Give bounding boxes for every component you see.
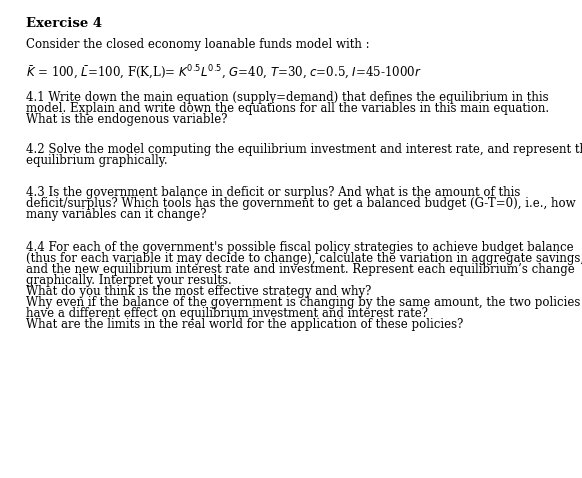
Text: and the new equilibrium interest rate and investment. Represent each equilibrium: and the new equilibrium interest rate an… (26, 263, 575, 276)
Text: have a different effect on equilibrium investment and interest rate?: have a different effect on equilibrium i… (26, 307, 428, 320)
Text: 4.3 Is the government balance in deficit or surplus? And what is the amount of t: 4.3 Is the government balance in deficit… (26, 186, 520, 199)
Text: Consider the closed economy loanable funds model with :: Consider the closed economy loanable fun… (26, 38, 370, 51)
Text: model. Explain and write down the equations for all the variables in this main e: model. Explain and write down the equati… (26, 102, 549, 115)
Text: 4.1 Write down the main equation (supply=demand) that defines the equilibrium in: 4.1 Write down the main equation (supply… (26, 91, 549, 104)
Text: What are the limits in the real world for the application of these policies?: What are the limits in the real world fo… (26, 318, 464, 331)
Text: What do you think is the most effective strategy and why?: What do you think is the most effective … (26, 285, 371, 298)
Text: Why even if the balance of the government is changing by the same amount, the tw: Why even if the balance of the governmen… (26, 296, 581, 309)
Text: deficit/surplus? Which tools has the government to get a balanced budget (G-T=0): deficit/surplus? Which tools has the gov… (26, 197, 576, 210)
Text: 4.4 For each of the government's possible fiscal policy strategies to achieve bu: 4.4 For each of the government's possibl… (26, 241, 574, 254)
Text: equilibrium graphically.: equilibrium graphically. (26, 154, 168, 167)
Text: many variables can it change?: many variables can it change? (26, 208, 207, 221)
Text: What is the endogenous variable?: What is the endogenous variable? (26, 113, 228, 126)
Text: Exercise 4: Exercise 4 (26, 17, 102, 30)
Text: 4.2 Solve the model computing the equilibrium investment and interest rate, and : 4.2 Solve the model computing the equili… (26, 143, 582, 156)
Text: $\bar{K}$ = 100, $\bar{L}$=100, F(K,L)= $K^{0.5}L^{0.5}$, $G$=40, $T$=30, $c$=0.: $\bar{K}$ = 100, $\bar{L}$=100, F(K,L)= … (26, 63, 422, 81)
Text: (thus for each variable it may decide to change), calculate the variation in agg: (thus for each variable it may decide to… (26, 252, 582, 265)
Text: graphically. Interpret your results.: graphically. Interpret your results. (26, 274, 232, 287)
